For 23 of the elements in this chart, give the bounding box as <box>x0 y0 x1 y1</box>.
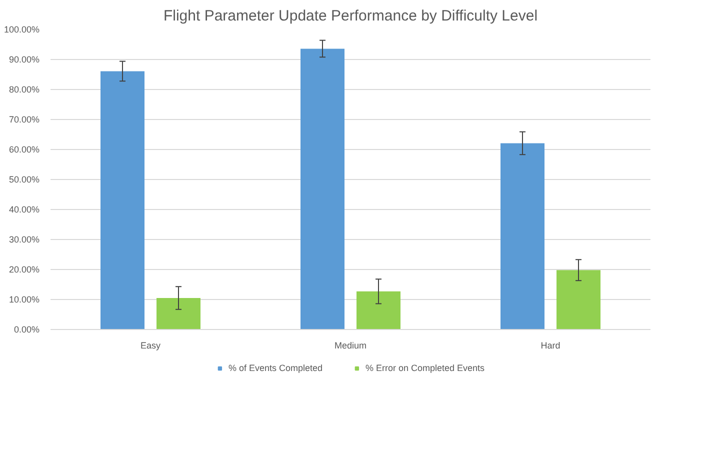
bar <box>300 48 344 330</box>
y-tick-label: 60.00% <box>8 144 40 154</box>
y-tick-label: 20.00% <box>8 264 40 274</box>
x-tick-label: Easy <box>140 340 162 350</box>
y-tick-label: 40.00% <box>8 204 40 214</box>
bar <box>356 291 400 330</box>
x-tick-label: Medium <box>334 340 367 350</box>
y-tick-label: 80.00% <box>8 84 40 94</box>
x-tick-label: Hard <box>540 340 560 350</box>
bar <box>100 71 144 330</box>
bar <box>156 298 200 330</box>
y-tick-label: 0.00% <box>14 324 40 334</box>
y-tick-label: 90.00% <box>8 54 40 64</box>
y-tick-label: 30.00% <box>8 234 40 244</box>
y-tick-label: 100.00% <box>4 24 40 34</box>
bar <box>556 270 600 330</box>
y-tick-label: 70.00% <box>8 114 40 124</box>
chart-title: Flight Parameter Update Performance by Difficulty Level <box>163 8 538 24</box>
y-tick-label: 10.00% <box>8 294 40 304</box>
legend-label: % of Events Completed <box>228 363 322 373</box>
legend-label: % Error on Completed Events <box>366 363 485 373</box>
bar <box>500 143 544 330</box>
y-tick-label: 50.00% <box>8 174 40 184</box>
